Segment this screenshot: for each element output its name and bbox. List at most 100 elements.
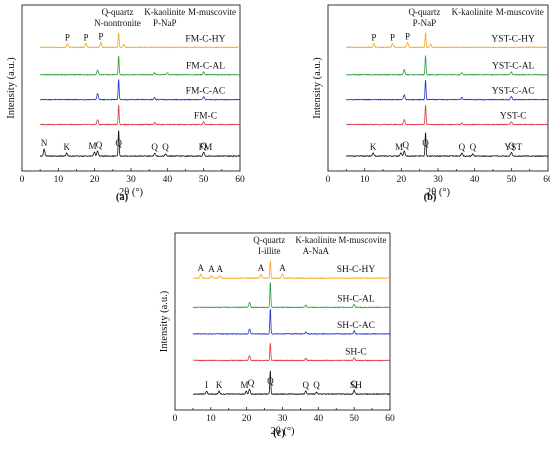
legend-entry: K-kaolinite: [295, 235, 336, 245]
peak-annotation: P: [371, 32, 376, 42]
panel-label: (b): [424, 192, 437, 203]
peak-annotation: Q: [422, 138, 429, 148]
series-line: [40, 79, 241, 101]
legend-entry: P-NaP: [413, 18, 437, 28]
series-label: FM: [199, 143, 213, 153]
series-label: YST-C-AC: [492, 87, 535, 97]
peak-annotation: A: [279, 263, 286, 273]
legend-entry: M-muscovite: [188, 7, 236, 17]
legend-entry: Q-quartz: [408, 7, 440, 17]
x-tick-label: 20: [397, 175, 407, 185]
series-label: SH-C-AL: [337, 294, 375, 304]
x-tick-label: 20: [242, 414, 252, 424]
peak-annotation: Q: [303, 380, 310, 390]
series-label: SH-C: [345, 347, 367, 357]
legend-entry: M-muscovite: [496, 7, 544, 17]
x-tick-label: 30: [433, 175, 443, 185]
peak-annotation: Q: [248, 378, 255, 388]
series-line: [192, 282, 391, 309]
series-yst-c-al: YST-C-AL: [345, 55, 549, 76]
legend-entry: M-muscovite: [338, 235, 386, 245]
panel-label: (c): [273, 428, 285, 439]
series-line: [346, 104, 549, 126]
y-axis-label: Intensity (a.u.): [312, 57, 323, 119]
series-fm-c-al: FM-C-AL: [39, 55, 241, 76]
series-yst-c: YST-C: [346, 104, 549, 126]
peak-annotation: Q: [351, 379, 358, 389]
series-label: YST-C-AL: [492, 62, 535, 72]
y-axis-label: Intensity (a.u.): [159, 290, 170, 352]
series-line: [192, 260, 391, 279]
x-tick-label: 0: [173, 414, 178, 424]
peak-annotation: M: [395, 142, 403, 152]
series-fm-c-hy: FM-C-HYP P P: [39, 31, 241, 49]
series-sh-c-hy: SH-C-HYA A A A A: [192, 260, 391, 279]
series-label: SH-C-HY: [337, 265, 376, 275]
series-label: FM-C-HY: [185, 34, 225, 44]
peak-annotation: Q: [267, 376, 274, 386]
series-line: [192, 370, 391, 395]
series-yst-c-hy: YST-C-HYP P P: [346, 31, 549, 49]
x-tick-label: 20: [90, 175, 100, 185]
series-line: [39, 32, 241, 49]
peak-annotation: P: [405, 31, 410, 41]
legend-entry: K-kaolinite: [144, 7, 185, 17]
legend-entry: Q-quartz: [253, 235, 285, 245]
panel-1: 0 10 20 30 40 50 60 2θ (°) Intensity (a.u.) Q-qua…: [6, 4, 245, 203]
panel-2: 0 10 20 30 40 50 60 2θ (°) Intensity (a.u.) Q-qua…: [312, 4, 550, 203]
series-label: YST-C: [500, 112, 527, 122]
x-tick-label: 40: [470, 175, 480, 185]
peak-annotation: Q: [402, 140, 409, 150]
series-line: [39, 55, 241, 76]
series-yst-c-ac: YST-C-AC: [345, 79, 549, 101]
legend-entry: K-kaolinite: [452, 7, 493, 17]
x-tick-label: 0: [326, 175, 331, 185]
x-axis-label: 2θ (°): [270, 426, 295, 437]
peak-annotation: Q: [162, 142, 169, 152]
x-tick-label: 50: [199, 175, 209, 185]
peak-annotation: A: [217, 264, 224, 274]
series-line: [39, 130, 241, 157]
peak-annotation: Q: [200, 141, 207, 151]
series-fm-c: FM-C: [40, 104, 241, 126]
x-tick-label: 10: [54, 175, 64, 185]
series-sh-c-al: SH-C-AL: [192, 282, 391, 309]
peak-annotation: Q: [151, 142, 158, 152]
series-fm: FMN K M Q Q Q Q Q: [39, 130, 241, 157]
panel-label: (a): [116, 192, 129, 203]
x-tick-label: 60: [385, 414, 395, 424]
peak-annotation: Q: [508, 141, 515, 151]
x-tick-label: 60: [543, 175, 550, 185]
x-tick-label: 30: [126, 175, 136, 185]
peak-annotation: Q: [313, 380, 320, 390]
peak-annotation: Q: [96, 140, 103, 150]
peak-annotation: K: [63, 142, 70, 152]
x-tick-label: 50: [349, 414, 359, 424]
series-label: SH: [350, 381, 362, 391]
series-label: YST-C-HY: [491, 34, 535, 44]
peak-annotation: P: [390, 32, 395, 42]
series-line: [192, 342, 391, 362]
x-tick-label: 60: [235, 175, 245, 185]
peak-annotation: K: [370, 142, 377, 152]
peak-annotation: P: [83, 32, 88, 42]
peak-annotation: P: [98, 31, 103, 41]
series-line: [345, 79, 549, 101]
x-tick-label: 10: [206, 414, 216, 424]
series-sh-c-ac: SH-C-AC: [192, 308, 391, 335]
peak-annotation: K: [216, 380, 223, 390]
legend-entry: A-NaA: [303, 246, 330, 256]
x-tick-label: 50: [507, 175, 517, 185]
series-sh: SHI K M Q Q Q Q Q: [192, 370, 391, 395]
x-axis-label: 2θ (°): [119, 187, 144, 198]
peak-annotation: Q: [470, 142, 477, 152]
legend-entry: Q-quartz: [102, 7, 134, 17]
peak-annotation: A: [258, 263, 265, 273]
series-label: YST: [504, 143, 522, 153]
series-sh-c: SH-C: [192, 342, 391, 362]
peak-annotation: Q: [459, 142, 466, 152]
